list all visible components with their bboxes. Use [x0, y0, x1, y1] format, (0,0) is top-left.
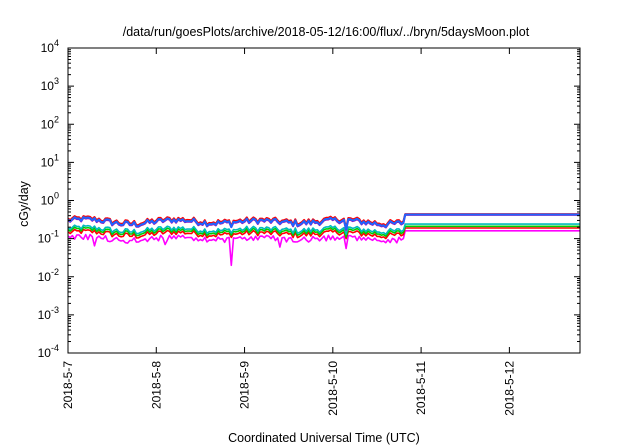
y-tick-label: 102	[41, 114, 59, 131]
plot-frame	[67, 47, 581, 354]
y-tick-label: 103	[41, 76, 59, 93]
y-tick-label: 10-2	[38, 267, 59, 284]
series-layer	[67, 213, 580, 267]
x-tick-label: 2018-5-10	[326, 361, 340, 416]
x-tick-label: 2018-5-9	[238, 361, 252, 409]
series-line	[67, 223, 580, 236]
x-tick-label: 2018-5-12	[502, 361, 516, 416]
series-line	[67, 230, 580, 267]
y-tick-label: 100	[41, 191, 59, 208]
y-tick-label: 10-3	[38, 305, 59, 322]
x-tick-label: 2018-5-7	[61, 361, 75, 409]
y-tick-label: 10-4	[38, 343, 59, 360]
y-axis-label: cGy/day	[17, 180, 31, 227]
series-line	[67, 225, 580, 238]
y-tick-label: 104	[41, 38, 59, 55]
axis-layer: 10-4 10-3 10-2 10-1 100 101 102 103 104 2018-5-7 2…	[38, 38, 580, 416]
chart-title: /data/run/goesPlots/archive/2018-05-12/1…	[123, 25, 530, 39]
x-tick-label: 2018-5-11	[414, 361, 428, 415]
series-line	[67, 227, 580, 240]
series-line	[67, 213, 580, 230]
y-tick-label: 101	[41, 152, 59, 169]
y-tick-label: 10-1	[38, 229, 59, 246]
x-axis-label: Coordinated Universal Time (UTC)	[228, 431, 420, 445]
x-tick-label: 2018-5-8	[149, 361, 163, 409]
